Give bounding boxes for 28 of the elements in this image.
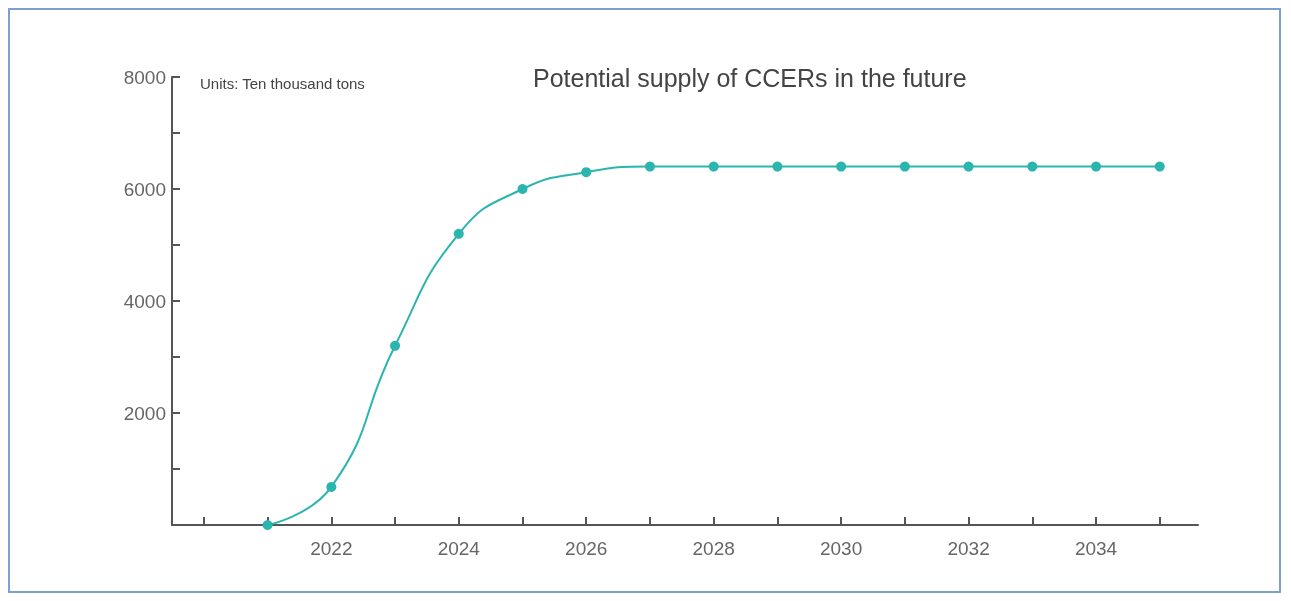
x-tick-label: 2026 xyxy=(565,538,608,559)
point xyxy=(390,340,401,351)
point xyxy=(1154,161,1165,172)
point xyxy=(326,481,337,492)
point xyxy=(899,161,910,172)
point xyxy=(644,161,655,172)
x-tick-label: 2032 xyxy=(947,538,990,559)
y-tick-label: 6000 xyxy=(123,178,166,200)
x-tick-label: 2024 xyxy=(437,538,481,559)
y-tick-label: 4000 xyxy=(123,290,166,312)
point xyxy=(1027,161,1038,172)
x-tick-label: 2022 xyxy=(310,538,353,559)
y-tick-label: 8000 xyxy=(123,66,166,88)
chart-title: Potential supply of CCERs in the future xyxy=(533,63,967,92)
point xyxy=(262,520,273,530)
point xyxy=(708,161,719,172)
point xyxy=(517,184,528,194)
point xyxy=(836,161,847,172)
point xyxy=(1091,161,1102,172)
point xyxy=(581,167,592,178)
x-tick-label: 2034 xyxy=(1074,538,1118,559)
x-tick-label: 2030 xyxy=(819,538,863,559)
point xyxy=(772,161,783,172)
point xyxy=(963,161,974,172)
x-tick-label: 2028 xyxy=(692,538,735,559)
point xyxy=(453,228,464,239)
y-tick-label: 2000 xyxy=(123,402,166,424)
annotation: Units: Ten thousand tons xyxy=(200,75,365,92)
